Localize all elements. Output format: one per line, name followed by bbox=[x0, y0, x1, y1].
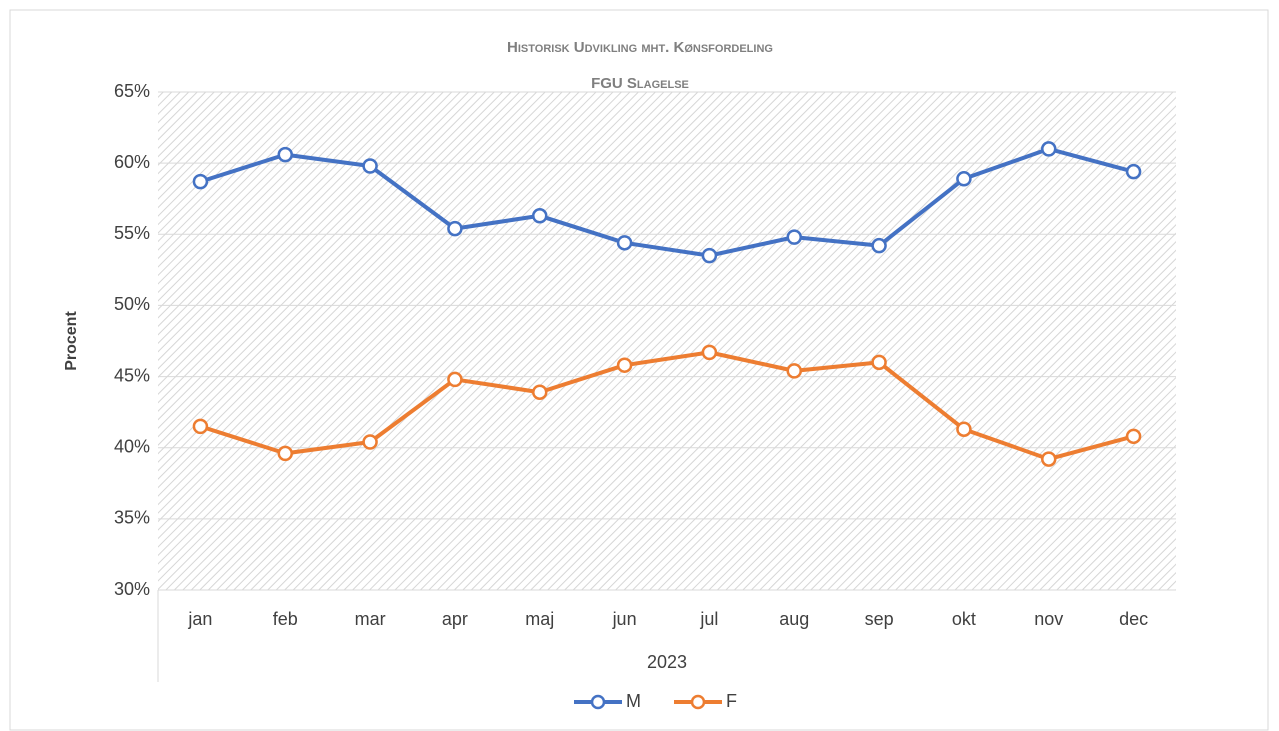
y-tick-label: 55% bbox=[114, 223, 150, 243]
x-tick-label: nov bbox=[1034, 609, 1063, 629]
y-tick-label: 65% bbox=[114, 81, 150, 101]
point-marker bbox=[616, 357, 633, 373]
legend-label: M bbox=[626, 691, 641, 711]
point-marker bbox=[701, 344, 718, 361]
x-group-label: 2023 bbox=[647, 652, 687, 672]
y-tick-label: 30% bbox=[114, 579, 150, 599]
series-line bbox=[199, 146, 1135, 258]
y-axis-title: Procent bbox=[63, 311, 80, 371]
point-marker bbox=[1041, 141, 1057, 157]
legend-marker bbox=[690, 694, 706, 710]
x-tick-label: maj bbox=[525, 609, 554, 629]
point-marker bbox=[786, 229, 802, 245]
x-tick-label: jul bbox=[699, 609, 718, 629]
x-tick-label: sep bbox=[865, 609, 894, 629]
legend-label: F bbox=[726, 691, 737, 711]
chart-title: Historisk Udvikling mht. Kønsfordeling bbox=[507, 39, 773, 56]
point-marker bbox=[362, 158, 378, 174]
x-tick-label: jan bbox=[187, 609, 212, 629]
point-marker bbox=[871, 237, 887, 254]
y-tick-label: 60% bbox=[114, 152, 150, 172]
chart-subtitle: FGU Slagelse bbox=[591, 75, 689, 92]
point-marker bbox=[786, 363, 802, 379]
point-marker bbox=[1125, 428, 1142, 445]
point-marker bbox=[447, 220, 463, 237]
point-marker bbox=[956, 171, 972, 187]
point-marker bbox=[192, 418, 209, 435]
point-marker bbox=[277, 445, 293, 462]
point-marker bbox=[1041, 451, 1057, 467]
point-marker bbox=[1125, 163, 1142, 180]
point-marker bbox=[956, 421, 972, 437]
point-marker bbox=[362, 434, 378, 450]
y-tick-label: 35% bbox=[114, 508, 150, 528]
plot-area bbox=[158, 92, 1176, 590]
y-tick-label: 45% bbox=[114, 365, 150, 385]
point-marker bbox=[447, 371, 463, 388]
x-tick-label: mar bbox=[355, 609, 386, 629]
point-marker bbox=[532, 208, 548, 224]
x-tick-label: okt bbox=[952, 609, 976, 629]
point-marker bbox=[871, 354, 887, 371]
x-tick-label: dec bbox=[1119, 609, 1148, 629]
point-marker bbox=[532, 384, 548, 400]
x-tick-label: jun bbox=[612, 609, 637, 629]
x-tick-label: apr bbox=[442, 609, 468, 629]
point-marker bbox=[616, 235, 633, 251]
point-marker bbox=[192, 173, 209, 190]
x-tick-label: feb bbox=[273, 609, 298, 629]
y-tick-label: 40% bbox=[114, 436, 150, 456]
point-marker bbox=[277, 146, 293, 163]
x-tick-label: aug bbox=[779, 609, 809, 629]
legend-marker bbox=[590, 694, 606, 710]
series-line bbox=[199, 350, 1135, 462]
y-tick-label: 50% bbox=[114, 294, 150, 314]
point-marker bbox=[701, 247, 718, 264]
